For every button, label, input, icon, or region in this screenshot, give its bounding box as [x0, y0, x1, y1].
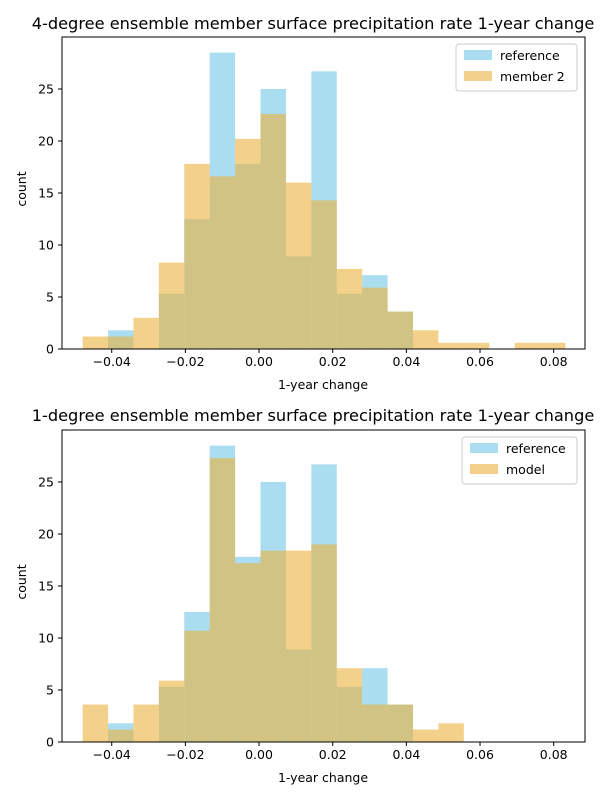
- bar-model-2: [133, 704, 159, 742]
- bar-model-13: [413, 729, 439, 742]
- legend-swatch-member-2: [464, 71, 492, 81]
- bar-model-9: [311, 544, 337, 742]
- plot-frame: [61, 36, 586, 350]
- bar-member-2-0: [82, 336, 109, 349]
- bar-member-2-8: [285, 182, 312, 349]
- bar-model-3: [158, 680, 185, 742]
- bar-member-2-5: [209, 176, 236, 349]
- bar-member-2-15: [463, 342, 490, 349]
- y-ticks: 0 5 10 15 20 25: [38, 82, 62, 357]
- bar-model-12: [387, 704, 413, 742]
- x-tick-label: 0.00: [245, 354, 273, 369]
- bar-member-2-2: [133, 317, 159, 349]
- y-tick-label: 0: [46, 735, 54, 750]
- bar-model-11: [362, 704, 388, 742]
- x-tick-label: 0.08: [540, 747, 568, 762]
- x-axis-label: 1-year change: [278, 377, 368, 392]
- x-tick-label: 0.06: [466, 354, 494, 369]
- bar-member-2-10: [336, 268, 363, 349]
- bar-model-8: [285, 550, 312, 742]
- bar-member-2-9: [311, 200, 337, 349]
- bar-member-2-18: [540, 342, 566, 349]
- bar-member-2-11: [362, 287, 388, 349]
- y-tick-label: 5: [46, 290, 54, 305]
- bar-member-2-13: [413, 330, 439, 349]
- legend-label-model: model: [506, 462, 545, 477]
- chart-title: 1-degree ensemble member surface precipi…: [32, 406, 595, 425]
- bar-model-5: [209, 458, 236, 742]
- x-ticks: −0.04 −0.02 0.00 0.02 0.04 0.06 0.08: [93, 742, 568, 762]
- bar-model-10: [336, 668, 363, 742]
- x-tick-label: −0.04: [93, 747, 131, 762]
- bar-member-2-12: [387, 311, 413, 349]
- bar-member-2-6: [235, 138, 261, 349]
- x-tick-label: 0.00: [245, 747, 273, 762]
- y-tick-label: 5: [46, 683, 54, 698]
- legend: reference model: [461, 436, 578, 485]
- bar-model-1: [108, 729, 134, 742]
- x-ticks: −0.04 −0.02 0.00 0.02 0.04 0.06 0.08: [93, 349, 568, 369]
- y-tick-label: 15: [38, 579, 54, 594]
- y-ticks: 0 5 10 15 20 25: [38, 475, 62, 750]
- y-tick-label: 10: [38, 238, 54, 253]
- chart-1-degree: 1-degree ensemble member surface precipi…: [14, 406, 594, 785]
- x-tick-label: 0.02: [319, 747, 347, 762]
- chart-title: 4-degree ensemble member surface precipi…: [32, 14, 595, 33]
- legend-swatch-reference: [470, 443, 498, 453]
- legend-label-reference: reference: [500, 48, 560, 63]
- bar-member-2-1: [108, 336, 134, 349]
- bar-model-4: [184, 630, 210, 742]
- bar-member-2-4: [184, 163, 210, 349]
- chart-4-degree: 4-degree ensemble member surface precipi…: [14, 14, 594, 392]
- bar-model-6: [235, 563, 261, 742]
- bar-member-2-14: [438, 342, 464, 349]
- legend-swatch-reference: [464, 50, 492, 60]
- y-tick-label: 25: [38, 82, 54, 97]
- y-axis-label: count: [14, 171, 29, 206]
- x-tick-label: 0.08: [540, 354, 568, 369]
- x-tick-label: −0.02: [166, 747, 204, 762]
- bar-member-2-7: [260, 113, 286, 350]
- bar-member-2-17: [514, 342, 541, 349]
- plot-frame: [61, 429, 586, 743]
- x-tick-label: −0.02: [166, 354, 204, 369]
- bar-member-2-3: [158, 262, 185, 349]
- bars-layer: [82, 445, 464, 742]
- y-tick-label: 20: [38, 527, 54, 542]
- bars-layer: [82, 52, 566, 350]
- y-tick-label: 15: [38, 186, 54, 201]
- legend-label-member-2: member 2: [500, 69, 565, 84]
- legend-swatch-model: [470, 464, 498, 474]
- x-tick-label: 0.04: [392, 354, 420, 369]
- x-tick-label: −0.04: [93, 354, 131, 369]
- legend: reference member 2: [455, 43, 578, 92]
- y-tick-label: 20: [38, 134, 54, 149]
- y-tick-label: 0: [46, 342, 54, 357]
- x-tick-label: 0.06: [466, 747, 494, 762]
- bar-model-14: [438, 723, 464, 742]
- y-tick-label: 10: [38, 631, 54, 646]
- x-tick-label: 0.02: [319, 354, 347, 369]
- x-tick-label: 0.04: [392, 747, 420, 762]
- legend-label-reference: reference: [506, 441, 566, 456]
- bar-model-7: [260, 550, 286, 742]
- y-tick-label: 25: [38, 475, 54, 490]
- y-axis-label: count: [14, 564, 29, 599]
- bar-model-0: [82, 704, 109, 742]
- x-axis-label: 1-year change: [278, 770, 368, 785]
